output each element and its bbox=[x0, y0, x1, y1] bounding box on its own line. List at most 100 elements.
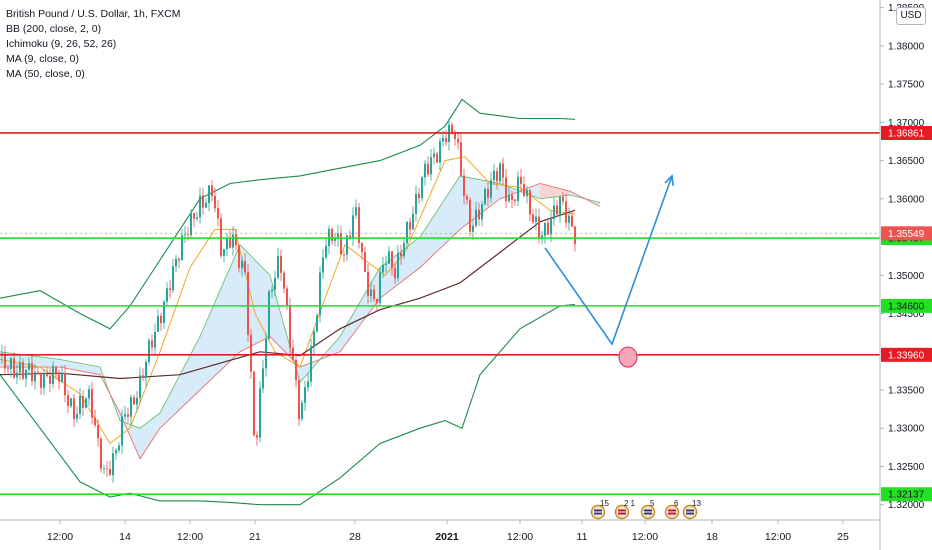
candle bbox=[328, 225, 330, 255]
price-tag-bg bbox=[881, 125, 932, 140]
candle-body bbox=[166, 288, 168, 302]
price-tag-bg bbox=[881, 226, 932, 241]
candle-body bbox=[244, 260, 246, 273]
candle-body bbox=[331, 229, 333, 241]
candle bbox=[118, 442, 120, 454]
candle-body bbox=[121, 416, 123, 446]
x-tick-label: 12:00 bbox=[507, 531, 533, 543]
event-count-label: 15 bbox=[600, 499, 609, 508]
candle-body bbox=[502, 163, 504, 178]
candle bbox=[517, 171, 519, 206]
candle-body bbox=[571, 215, 573, 227]
cloud-segment bbox=[60, 359, 100, 375]
bb-lower-band bbox=[0, 303, 576, 506]
candle-body bbox=[178, 258, 180, 261]
candle-body bbox=[481, 204, 483, 220]
price-tag-green: 1.34600 bbox=[881, 298, 932, 313]
event-flag-icon[interactable]: 15 bbox=[590, 499, 610, 520]
candle bbox=[91, 381, 93, 425]
candle bbox=[421, 176, 423, 202]
candle bbox=[487, 182, 489, 207]
x-tick-label: 28 bbox=[349, 531, 361, 543]
candle-body bbox=[94, 417, 96, 426]
candle bbox=[79, 387, 81, 420]
event-flag-icon[interactable]: 6 bbox=[664, 499, 680, 520]
candle bbox=[205, 198, 207, 209]
candle-body bbox=[421, 177, 423, 199]
candle bbox=[61, 365, 63, 383]
candle bbox=[358, 202, 360, 249]
candle bbox=[376, 298, 378, 312]
event-flag-icon[interactable]: 5 bbox=[640, 499, 656, 520]
candle-body bbox=[70, 398, 72, 407]
currency-badge[interactable]: USD bbox=[896, 7, 926, 25]
x-tick-label: 12:00 bbox=[47, 531, 73, 543]
candle bbox=[478, 202, 480, 227]
event-count-label: 6 bbox=[674, 499, 679, 508]
candle bbox=[475, 201, 477, 228]
candle-body bbox=[97, 425, 99, 439]
candle bbox=[277, 247, 279, 280]
candle bbox=[154, 323, 156, 356]
candle bbox=[124, 405, 126, 421]
y-tick-label: 1.37500 bbox=[888, 80, 925, 91]
candle-body bbox=[19, 362, 21, 373]
candle-body bbox=[214, 195, 216, 209]
candle-body bbox=[250, 334, 252, 372]
candle-body bbox=[13, 358, 15, 378]
event-flag-icon[interactable]: 2 1 bbox=[614, 499, 636, 520]
projection-drawing[interactable] bbox=[544, 174, 674, 368]
candle-body bbox=[568, 215, 570, 223]
horizontal-levels[interactable] bbox=[0, 132, 880, 496]
candle-body bbox=[55, 366, 57, 375]
price-tag-current: 1.35549 bbox=[881, 226, 932, 241]
candle-body bbox=[34, 371, 36, 382]
candle-body bbox=[76, 413, 78, 419]
candle bbox=[388, 246, 390, 264]
candle bbox=[295, 353, 297, 388]
candle-body bbox=[475, 209, 477, 226]
candle bbox=[313, 328, 315, 355]
candle bbox=[289, 298, 291, 356]
candle-body bbox=[286, 288, 288, 306]
candle bbox=[424, 159, 426, 186]
candle bbox=[454, 129, 456, 146]
candle-body bbox=[304, 387, 306, 403]
economic-events[interactable]: 15 2 1 5 6 13 bbox=[590, 499, 702, 520]
candle-body bbox=[202, 195, 204, 208]
candle bbox=[274, 270, 276, 297]
target-ellipse[interactable] bbox=[618, 346, 638, 368]
candle-body bbox=[379, 272, 381, 303]
candle-body bbox=[274, 277, 276, 290]
candle bbox=[16, 364, 18, 385]
candle-body bbox=[406, 221, 408, 244]
candle-body bbox=[253, 371, 255, 436]
price-tag-bg bbox=[881, 347, 932, 362]
projection-arrowhead bbox=[664, 174, 674, 186]
candle-body bbox=[490, 180, 492, 198]
candle-body bbox=[187, 234, 189, 236]
candle-body bbox=[358, 207, 360, 243]
moving-averages bbox=[0, 156, 576, 445]
candle-body bbox=[340, 233, 342, 255]
projection-path[interactable] bbox=[544, 175, 673, 346]
candle-body bbox=[562, 196, 564, 202]
candle bbox=[304, 380, 306, 412]
event-flag-icon[interactable]: 13 bbox=[682, 499, 702, 520]
candle bbox=[100, 436, 102, 473]
candle bbox=[430, 148, 432, 181]
candle-body bbox=[529, 190, 531, 215]
candle bbox=[25, 368, 27, 388]
candle-body bbox=[193, 213, 195, 219]
candle-body bbox=[466, 196, 468, 200]
candle-body bbox=[505, 177, 507, 202]
candle-body bbox=[373, 289, 375, 299]
candle bbox=[193, 212, 195, 228]
candle-body bbox=[28, 363, 30, 370]
candle bbox=[130, 394, 132, 425]
candle-body bbox=[337, 233, 339, 240]
candle-body bbox=[115, 450, 117, 454]
cloud-segment bbox=[200, 244, 240, 390]
